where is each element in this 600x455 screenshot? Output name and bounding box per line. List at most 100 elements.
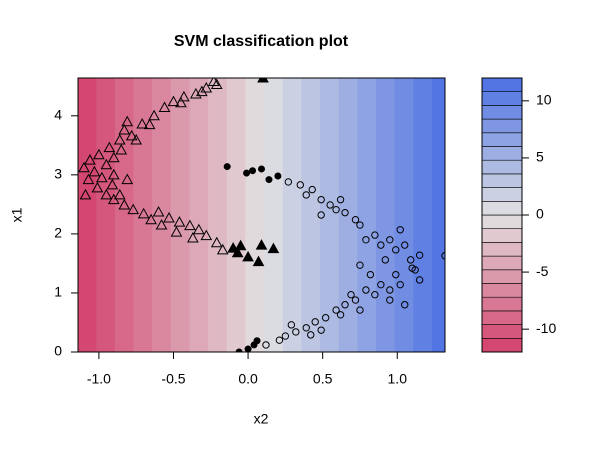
contour-cell <box>133 146 153 216</box>
triangle-point <box>130 133 143 145</box>
contour-cell <box>208 283 228 352</box>
contour-cell <box>226 146 247 216</box>
circle-point <box>302 324 310 332</box>
triangle-point <box>184 219 196 231</box>
contour-cell <box>208 78 228 148</box>
key-tick-label: 5 <box>536 149 544 165</box>
triangle-point <box>88 165 101 177</box>
contour-cell <box>170 78 191 148</box>
contour-cell <box>152 283 172 352</box>
contour-cell <box>114 215 135 285</box>
plot-frame <box>77 77 446 353</box>
circle-point <box>351 216 360 224</box>
circle-point <box>415 251 424 259</box>
triangle-point <box>84 154 96 165</box>
contour-cell <box>245 283 265 352</box>
contour-cell <box>189 283 209 352</box>
triangle-point <box>152 206 165 217</box>
triangle-point <box>173 216 186 227</box>
chart-title: SVM classification plot <box>174 33 349 50</box>
circle-point <box>326 201 334 209</box>
circle-point <box>223 163 231 171</box>
key-band <box>481 214 523 229</box>
triangle-point <box>100 158 113 170</box>
key-band <box>481 77 523 92</box>
key-tick-label: -10 <box>536 320 556 336</box>
circle-point <box>356 261 364 269</box>
circle-point <box>249 167 257 175</box>
x-axis-label: x2 <box>254 411 269 427</box>
circle-point <box>258 165 265 173</box>
contour-cell <box>189 78 209 148</box>
contour-cell <box>245 215 265 285</box>
key-band <box>481 132 523 147</box>
contour-cell <box>301 283 321 352</box>
contour-cell <box>301 215 321 285</box>
circle-point <box>408 264 416 272</box>
x-tick-label: 0.5 <box>313 371 333 387</box>
contour-cell <box>376 215 396 285</box>
circle-point <box>308 185 316 194</box>
x-tick-label: -1.0 <box>87 371 111 387</box>
circle-point <box>362 286 370 294</box>
circle-point <box>401 241 409 249</box>
key-band <box>481 118 523 134</box>
circle-point <box>392 270 400 279</box>
triangle-point <box>187 232 199 243</box>
contour-cell <box>357 283 377 352</box>
key-band <box>481 187 523 202</box>
circle-point <box>317 326 325 334</box>
triangle-point <box>167 95 180 107</box>
contour-cell <box>152 215 172 285</box>
contour-cell <box>226 283 247 352</box>
contour-cell <box>431 283 445 352</box>
triangle-point <box>115 144 128 155</box>
circle-point <box>347 291 355 299</box>
key-band <box>481 159 523 175</box>
circle-point <box>396 280 404 289</box>
circle-point <box>371 231 379 239</box>
circle-point <box>332 306 340 314</box>
contour-cell <box>78 146 97 216</box>
circle-point <box>406 256 415 264</box>
contour-cell <box>226 78 247 148</box>
circle-point <box>371 291 379 299</box>
contour-cell <box>170 215 191 285</box>
triangle-point <box>96 171 108 183</box>
contour-cell <box>376 283 396 352</box>
circle-point <box>377 280 385 289</box>
circle-point <box>235 348 243 352</box>
color-key: -10 -5 0 5 10 <box>481 77 556 353</box>
circle-point <box>287 321 296 329</box>
contour-cell <box>320 215 340 285</box>
contour-cell <box>170 283 191 352</box>
contour-cell <box>152 78 172 148</box>
circle-point <box>265 176 273 184</box>
circle-point <box>307 331 315 339</box>
contour-cell <box>208 146 228 216</box>
circle-point <box>317 195 325 204</box>
triangle-point <box>210 236 223 248</box>
x-tick-label: 0.0 <box>238 371 258 387</box>
key-band <box>481 255 523 271</box>
contour-cell <box>320 78 340 148</box>
contour-cell <box>282 146 303 216</box>
key-band <box>481 105 523 120</box>
triangle-point <box>231 246 244 258</box>
triangle-point <box>121 173 134 185</box>
contour-cell <box>301 146 321 216</box>
contour-cell <box>114 78 135 148</box>
triangle-point <box>143 118 156 130</box>
circle-point <box>302 191 310 199</box>
key-band <box>481 242 523 257</box>
contour-cell <box>114 146 135 216</box>
triangle-point <box>242 250 254 262</box>
circle-point <box>341 301 349 309</box>
contour-cell <box>245 146 265 216</box>
triangle-point <box>82 173 95 185</box>
contour-cell <box>394 215 414 285</box>
triangle-point <box>79 188 92 200</box>
circle-point <box>386 286 394 294</box>
contour-cell <box>133 283 153 352</box>
